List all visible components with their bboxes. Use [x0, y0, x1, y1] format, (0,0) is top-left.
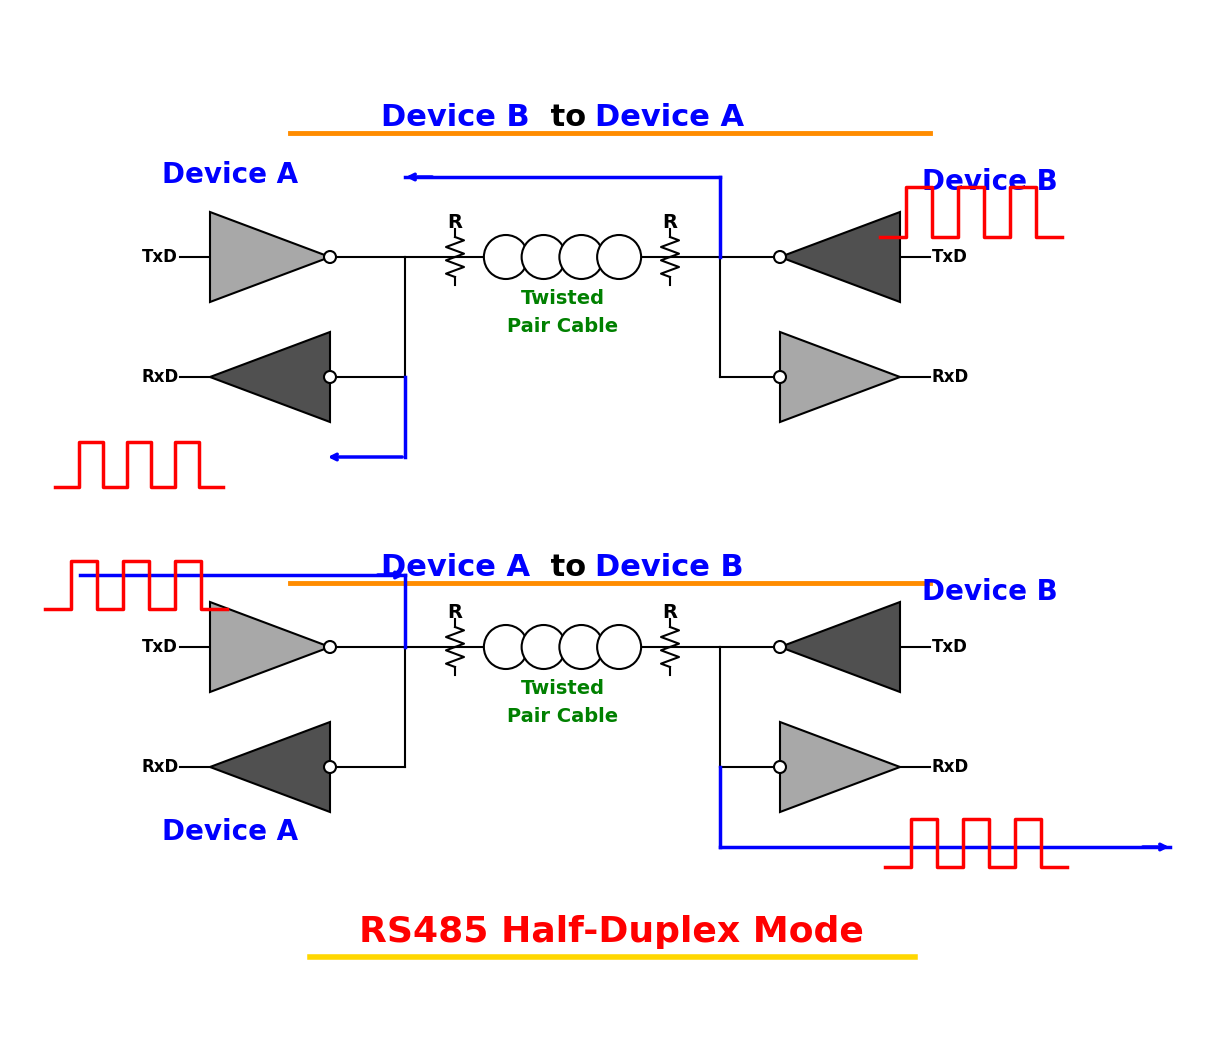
Circle shape [774, 641, 786, 653]
Text: RxD: RxD [931, 367, 969, 386]
Text: RxD: RxD [931, 758, 969, 776]
Text: TxD: TxD [142, 248, 178, 266]
Text: R: R [447, 602, 462, 622]
Circle shape [598, 235, 642, 279]
Polygon shape [210, 332, 330, 422]
Circle shape [598, 625, 642, 669]
Text: TxD: TxD [932, 638, 968, 656]
Circle shape [522, 235, 566, 279]
Circle shape [560, 625, 604, 669]
Polygon shape [780, 211, 899, 302]
Polygon shape [210, 211, 330, 302]
Text: to: to [540, 103, 596, 132]
Circle shape [774, 251, 786, 263]
Text: R: R [662, 213, 677, 231]
Text: RxD: RxD [142, 367, 178, 386]
Text: R: R [447, 213, 462, 231]
Text: Device A: Device A [595, 103, 744, 132]
Text: RxD: RxD [142, 758, 178, 776]
Circle shape [324, 761, 336, 773]
Circle shape [324, 371, 336, 383]
Text: Pair Cable: Pair Cable [507, 317, 618, 336]
Text: Device A: Device A [381, 553, 530, 581]
Text: R: R [662, 602, 677, 622]
Circle shape [484, 625, 528, 669]
Text: Pair Cable: Pair Cable [507, 708, 618, 727]
Text: TxD: TxD [932, 248, 968, 266]
Circle shape [522, 625, 566, 669]
Text: Device B: Device B [595, 553, 744, 581]
Text: Twisted: Twisted [521, 680, 605, 698]
Circle shape [324, 641, 336, 653]
Text: Twisted: Twisted [521, 290, 605, 309]
Text: Device B: Device B [923, 578, 1058, 606]
Text: Device B: Device B [381, 103, 530, 132]
Polygon shape [210, 722, 330, 812]
Text: to: to [540, 553, 596, 581]
Text: Device A: Device A [163, 818, 298, 846]
Polygon shape [780, 722, 899, 812]
Circle shape [484, 235, 528, 279]
Circle shape [324, 251, 336, 263]
Circle shape [774, 371, 786, 383]
Text: TxD: TxD [142, 638, 178, 656]
Text: Device B: Device B [923, 168, 1058, 196]
Polygon shape [210, 602, 330, 692]
Circle shape [560, 235, 604, 279]
Polygon shape [780, 332, 899, 422]
Circle shape [774, 761, 786, 773]
Text: RS485 Half-Duplex Mode: RS485 Half-Duplex Mode [358, 915, 864, 949]
Polygon shape [780, 602, 899, 692]
Text: Device A: Device A [163, 161, 298, 190]
